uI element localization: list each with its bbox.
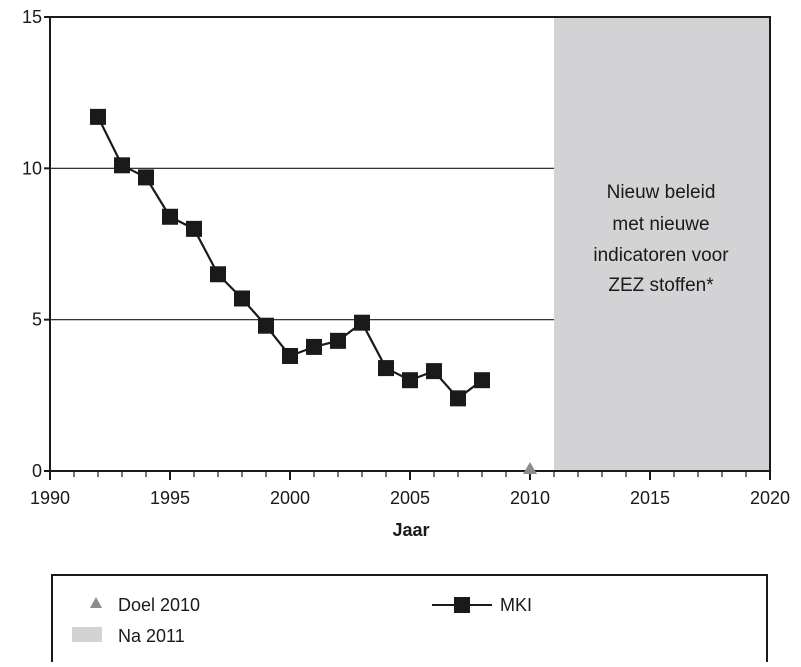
x-tick-label-1995: 1995 <box>150 488 190 508</box>
y-tick-label-5: 5 <box>32 310 42 330</box>
point-mki-2002 <box>330 332 346 349</box>
point-mki-1992 <box>90 108 106 125</box>
shaded-region-text: Nieuw beleid met nieuwe indicatoren voor… <box>593 182 729 296</box>
point-mki-2006 <box>426 363 442 380</box>
legend-na-2011-symbol <box>72 627 102 642</box>
point-mki-1999 <box>258 317 274 334</box>
y-tick-label-10: 10 <box>22 158 42 178</box>
y-tick-labels: 0 5 10 15 <box>22 7 42 481</box>
shaded-region-na-2011 <box>554 17 770 471</box>
point-mki-1993 <box>114 157 130 174</box>
point-mki-2005 <box>402 372 418 389</box>
shaded-text-line-4: ZEZ stoffen* <box>608 275 714 296</box>
legend-doel-2010-symbol <box>90 597 102 608</box>
legend-box <box>51 574 768 667</box>
point-mki-2000 <box>282 347 298 364</box>
legend: Doel 2010 Na 2011 MKI <box>51 574 768 667</box>
x-tick-label-2005: 2005 <box>390 488 430 508</box>
x-tick-label-2010: 2010 <box>510 488 550 508</box>
legend-mki-label: MKI <box>500 595 532 615</box>
point-doel-2010-2010 <box>523 462 537 474</box>
point-mki-1996 <box>186 220 202 237</box>
point-mki-2004 <box>378 360 394 377</box>
x-axis-label: Jaar <box>392 520 429 540</box>
point-mki-1994 <box>138 169 154 186</box>
point-mki-1995 <box>162 208 178 225</box>
shaded-text-line-2: met nieuwe <box>612 214 709 235</box>
x-tick-label-2000: 2000 <box>270 488 310 508</box>
shaded-text-line-3: indicatoren voor <box>593 245 729 266</box>
point-mki-2001 <box>306 338 322 355</box>
x-tick-labels: 1990 1995 2000 2005 2010 2015 2020 <box>30 488 790 508</box>
point-mki-2007 <box>450 390 466 407</box>
x-tick-label-1990: 1990 <box>30 488 70 508</box>
point-mki-2003 <box>354 314 370 331</box>
legend-na-2011-label: Na 2011 <box>118 626 185 646</box>
point-mki-2008 <box>474 372 490 389</box>
legend-mki-marker <box>454 597 470 613</box>
shaded-text-line-1: Nieuw beleid <box>607 182 716 203</box>
point-mki-1997 <box>210 266 226 283</box>
x-tick-label-2020: 2020 <box>750 488 790 508</box>
legend-doel-2010-label: Doel 2010 <box>118 595 200 615</box>
y-tick-label-15: 15 <box>22 7 42 27</box>
y-tick-label-0: 0 <box>32 461 42 481</box>
point-mki-1998 <box>234 290 250 307</box>
x-tick-label-2015: 2015 <box>630 488 670 508</box>
plot-area <box>44 16 771 480</box>
